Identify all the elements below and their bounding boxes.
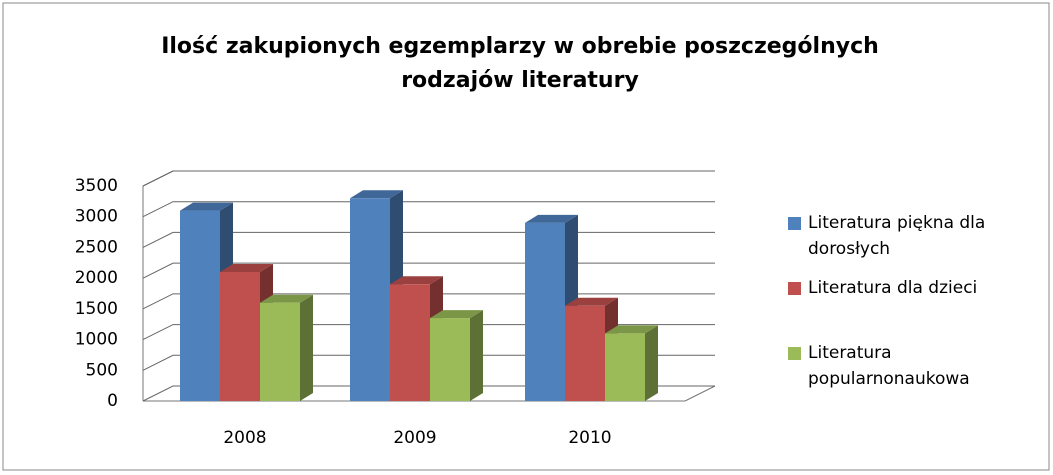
bar-top [350, 190, 403, 199]
x-tick-label: 2009 [393, 428, 436, 448]
bar [525, 222, 565, 401]
bar-top [260, 294, 313, 303]
y-tick-label: 3500 [75, 176, 118, 196]
y-tick-label: 2500 [75, 237, 118, 257]
y-tick-label: 3000 [75, 207, 118, 227]
y-tick-label: 1500 [75, 299, 118, 319]
x-tick-label: 2010 [568, 428, 611, 448]
bar [605, 333, 645, 401]
legend-label: Literatura piękna dla dorosłych [808, 213, 986, 259]
chart-title: Ilość zakupionych egzemplarzy w obrebie … [161, 34, 879, 93]
bar [350, 198, 390, 401]
legend-label: Literatura popularnonaukowa [808, 343, 970, 389]
bar [430, 318, 470, 401]
bar [565, 305, 605, 401]
y-tick-label: 500 [86, 360, 118, 380]
bar-top [180, 202, 233, 211]
bar-side [470, 310, 483, 401]
bar [180, 210, 220, 401]
legend-swatch [788, 282, 801, 295]
legend-label: Literatura dla dzieci [808, 278, 978, 298]
bar-top [525, 214, 578, 223]
legend-swatch [788, 217, 801, 230]
bar [390, 284, 430, 401]
bar [220, 272, 260, 401]
grid-line [142, 170, 715, 187]
y-tick-label: 1000 [75, 330, 118, 350]
bar-top [430, 310, 483, 319]
floor-edge [684, 385, 716, 402]
y-tick-label: 0 [107, 391, 118, 411]
bar-top [565, 297, 618, 306]
x-tick-label: 2008 [223, 428, 266, 448]
grid-line [142, 201, 715, 218]
y-tick-label: 2000 [75, 268, 118, 288]
bar-side [645, 325, 658, 401]
bar-top [605, 325, 658, 334]
legend-swatch [788, 347, 801, 360]
bar-top [220, 264, 273, 272]
bar [260, 302, 300, 401]
bar-top [390, 276, 443, 285]
bar-side [300, 294, 313, 401]
